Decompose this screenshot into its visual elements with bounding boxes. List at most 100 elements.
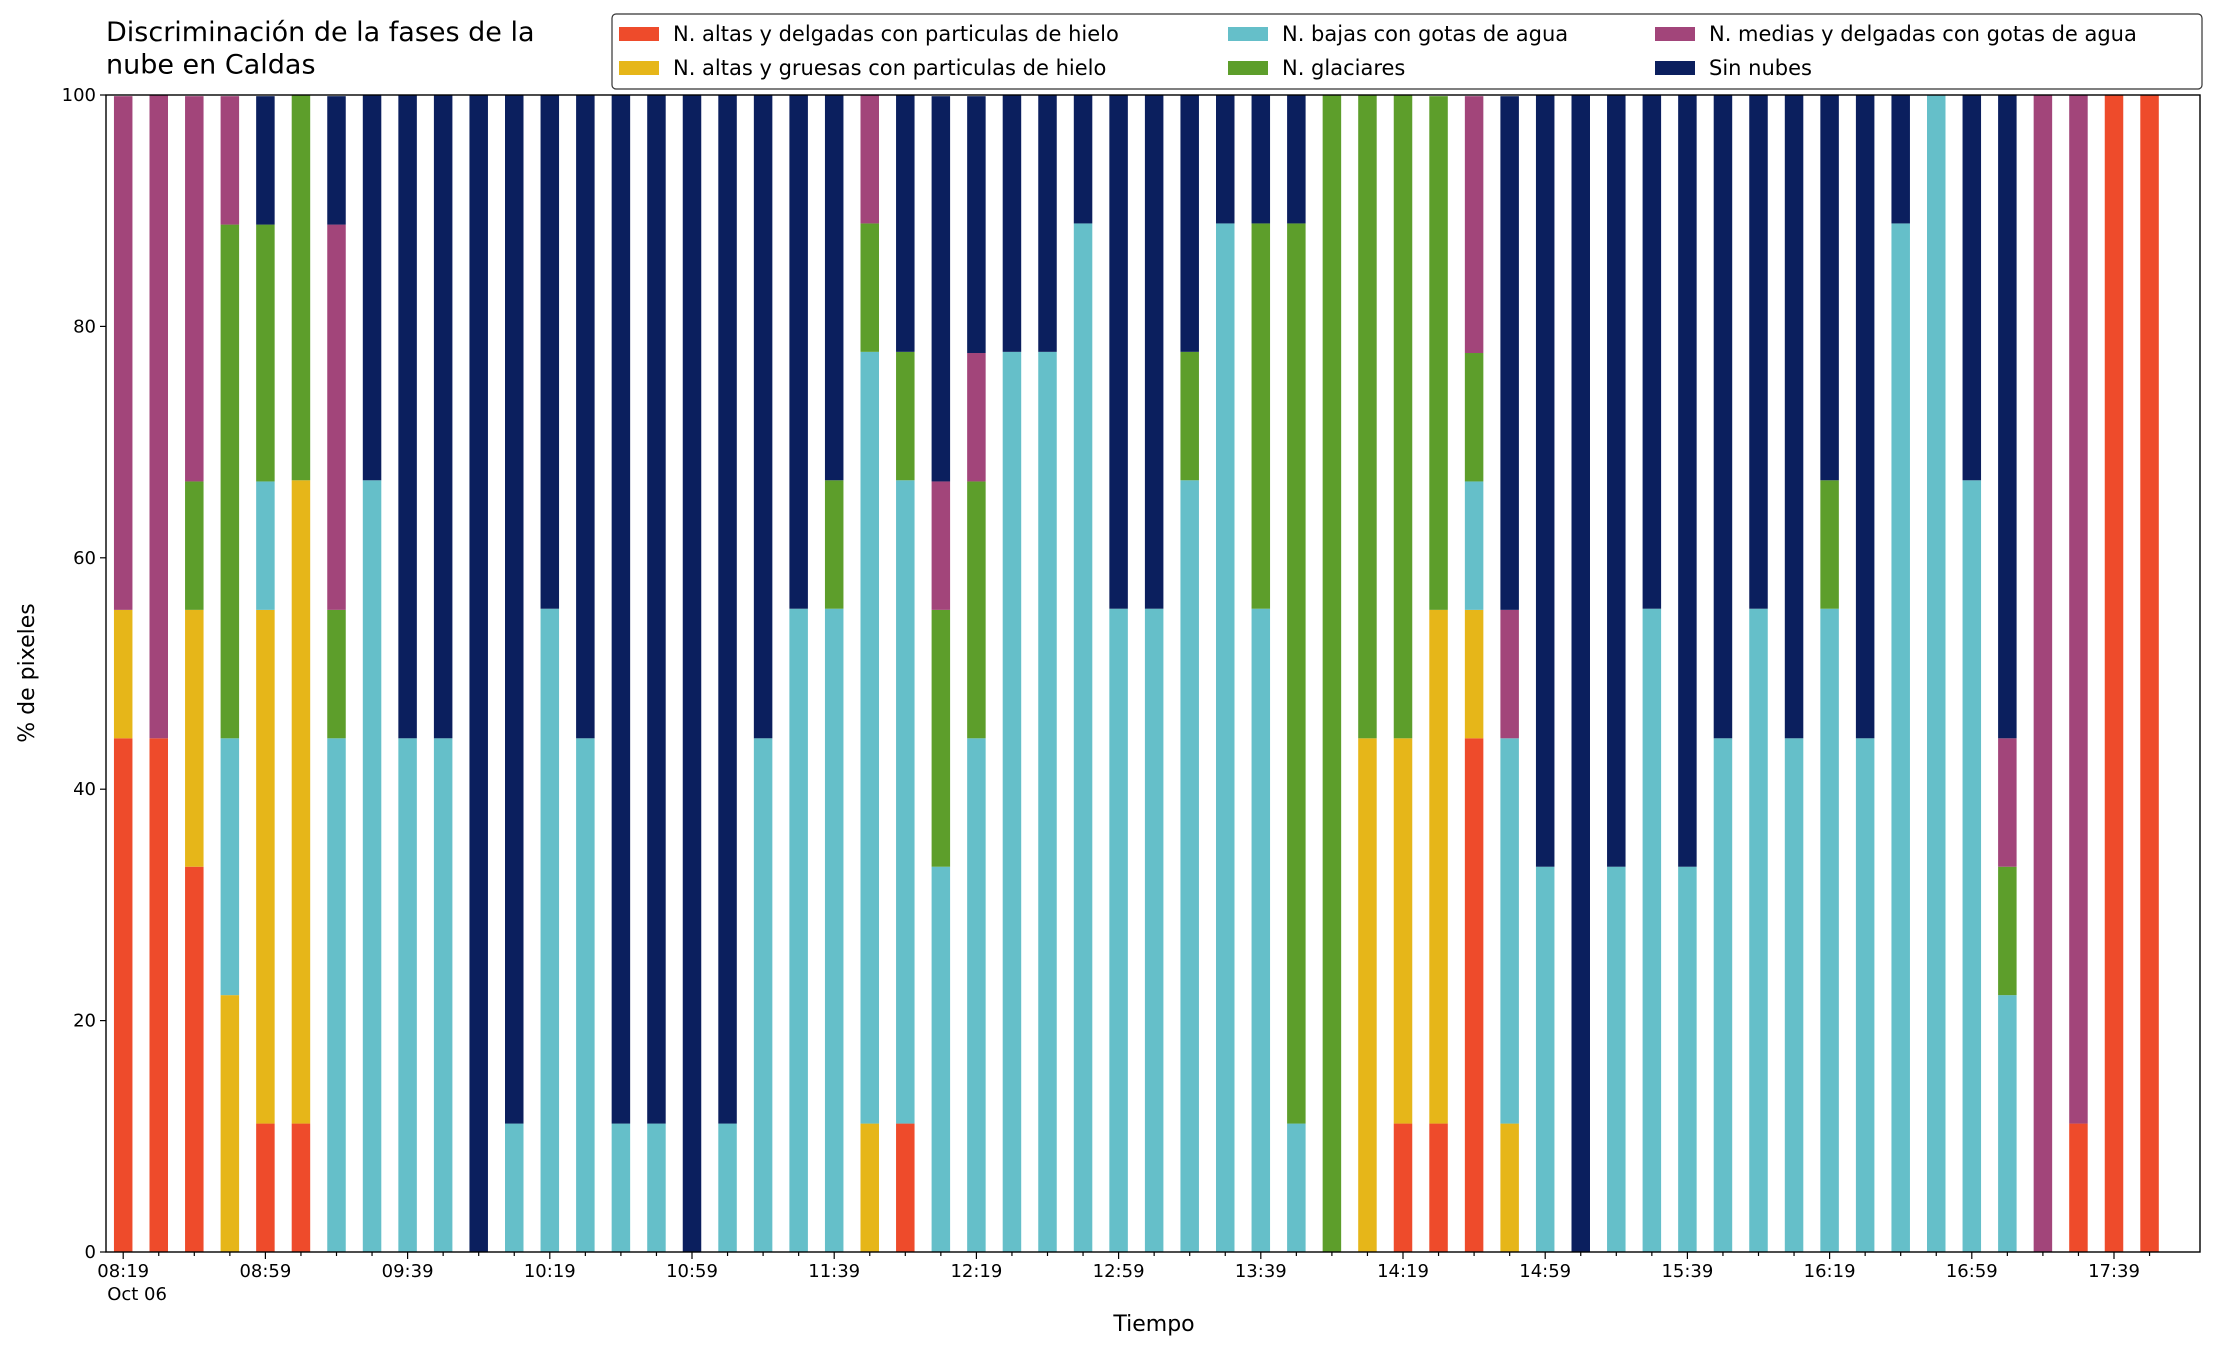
x-date-label: Oct 06: [107, 1284, 167, 1305]
bar-segment: [1962, 480, 1982, 1252]
bar-segment: [1820, 95, 1839, 481]
bar-segment: [1855, 738, 1875, 1252]
bar-segment: [1998, 738, 2017, 867]
bar-segment: [611, 1123, 631, 1252]
bar-segment: [931, 481, 951, 610]
bar-segment: [1144, 95, 1164, 609]
bar-segment: [931, 866, 951, 1252]
bar-segment: [824, 608, 844, 1252]
bar-segment: [1393, 738, 1413, 1124]
bar-segment: [149, 738, 168, 1252]
bar-segment: [1642, 95, 1662, 609]
bar-segment: [1180, 95, 1199, 352]
bar-segment: [1784, 95, 1804, 739]
bar-segment: [824, 480, 844, 609]
bar-segment: [540, 608, 560, 1252]
bar-segment: [753, 738, 773, 1252]
bar-segment: [1749, 608, 1768, 1252]
bar-segment: [1962, 95, 1982, 481]
legend-label: Sin nubes: [1709, 56, 1812, 80]
bar-segment: [896, 1123, 915, 1252]
bar-segment: [327, 224, 346, 610]
bar-segment: [1535, 95, 1555, 867]
bar-segment: [1535, 866, 1555, 1252]
bar-segment: [1571, 95, 1590, 1252]
bar-segment: [1678, 95, 1697, 867]
bar-segment: [256, 609, 275, 1124]
bar-segment: [611, 95, 631, 1124]
bar-segment: [505, 1123, 524, 1252]
bar-segment: [1500, 1123, 1519, 1252]
x-tick-label: 08:19: [97, 1261, 149, 1282]
bar-segment: [860, 1123, 879, 1252]
bar-segment: [291, 1123, 311, 1252]
bar-segment: [185, 96, 204, 482]
bar-segment: [362, 95, 382, 481]
bar-segment: [1927, 95, 1946, 1252]
legend-label: N. glaciares: [1282, 56, 1405, 80]
bar-segment: [824, 95, 844, 481]
bar-segment: [1607, 866, 1626, 1252]
bar-segment: [1287, 1123, 1306, 1252]
bar-segment: [1393, 95, 1413, 739]
y-axis-label: % de pixeles: [15, 603, 40, 742]
bar-segment: [1500, 738, 1519, 1124]
bar-segment: [113, 96, 133, 610]
x-tick-label: 08:59: [239, 1261, 291, 1282]
bar-segment: [1038, 351, 1057, 1252]
bar-segment: [1642, 608, 1662, 1252]
bar-segment: [1500, 609, 1519, 739]
x-tick-label: 10:59: [666, 1261, 718, 1282]
bar-segment: [1678, 866, 1697, 1252]
bar-segment: [1891, 223, 1910, 1252]
bar-segment: [718, 1123, 737, 1252]
bar-segment: [433, 738, 453, 1252]
bar-segment: [2069, 1123, 2088, 1252]
x-tick-label: 14:59: [1519, 1261, 1571, 1282]
bar-segment: [113, 609, 133, 739]
legend-box: [611, 13, 2203, 90]
bar-segment: [1038, 95, 1057, 352]
bar-segment: [1251, 95, 1271, 224]
bar-segment: [1998, 995, 2017, 1252]
bar-segment: [1820, 608, 1839, 1252]
bar-segment: [1429, 96, 1448, 610]
bar-segment: [1713, 738, 1733, 1252]
bar-segment: [1998, 95, 2017, 739]
bar-segment: [1322, 95, 1342, 1252]
bar-segment: [291, 95, 311, 481]
bar-segment: [291, 480, 311, 1124]
bar-segment: [1180, 480, 1199, 1252]
bar-segment: [113, 738, 133, 1252]
y-tick-label: 60: [73, 548, 96, 569]
bar-segment: [2033, 95, 2053, 1252]
bar-segment: [1429, 1123, 1448, 1252]
bar-segment: [327, 96, 346, 225]
bar-segment: [505, 95, 524, 1124]
bar-segment: [967, 96, 986, 354]
bar-segment: [469, 95, 488, 1252]
bar-segment: [967, 738, 986, 1252]
bar-segment: [1073, 95, 1093, 224]
bar-segment: [185, 609, 204, 867]
bar-segment: [1464, 353, 1484, 482]
plot-frame: [105, 94, 2201, 1253]
bar-segment: [1073, 223, 1093, 1252]
bar-segment: [1500, 96, 1519, 610]
bar-segment: [647, 1123, 666, 1252]
bar-segment: [1216, 223, 1235, 1252]
x-tick-label: 13:39: [1235, 1261, 1287, 1282]
bar-segment: [185, 866, 204, 1252]
bar-segment: [1393, 1123, 1413, 1252]
bar-segment: [1464, 481, 1484, 610]
legend-swatch: [619, 27, 659, 41]
bar-segment: [647, 95, 666, 1124]
x-tick-label: 15:39: [1661, 1261, 1713, 1282]
bar-segment: [1002, 95, 1022, 352]
title-line: Discriminación de la fases de la: [106, 17, 535, 48]
bar-segment: [1784, 738, 1804, 1252]
bar-segment: [1713, 95, 1733, 739]
bar-segment: [220, 224, 240, 739]
legend-label: N. altas y gruesas con particulas de hie…: [673, 56, 1106, 80]
